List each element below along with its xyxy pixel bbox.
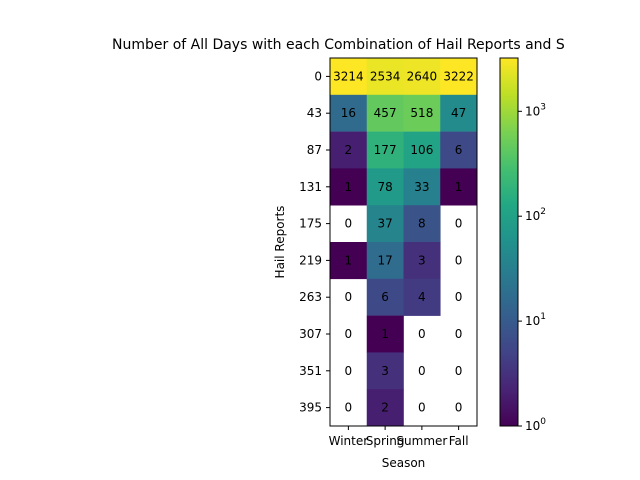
heatmap-cell <box>366 168 404 206</box>
cell-value-label: 2 <box>345 143 353 157</box>
heatmap-cell <box>366 58 404 96</box>
cell-value-label: 3214 <box>333 69 364 83</box>
x-tick-label: Fall <box>449 434 469 448</box>
colorbar-tick-label: 103 <box>525 102 546 118</box>
x-axis-label: Season <box>382 456 426 470</box>
cell-value-label: 0 <box>418 327 426 341</box>
y-tick-label: 0 <box>314 69 322 83</box>
cell-value-label: 3 <box>418 253 426 267</box>
y-tick-label: 87 <box>307 143 322 157</box>
y-axis-ticks: 0 43 87 131 175 219 263 307 351 395 <box>299 69 330 415</box>
heatmap-cell <box>366 278 404 316</box>
cell-value-label: 0 <box>345 364 353 378</box>
cell-value-label: 0 <box>345 327 353 341</box>
cell-value-label: 6 <box>381 290 389 304</box>
y-tick-label: 395 <box>299 401 322 415</box>
heatmap-cell <box>366 389 404 427</box>
cell-value-label: 2640 <box>407 69 438 83</box>
cell-value-label: 3 <box>381 364 389 378</box>
heatmap-cells <box>330 58 478 427</box>
cell-value-label: 177 <box>374 143 397 157</box>
heatmap-cell <box>366 315 404 353</box>
heatmap-cell <box>440 131 478 169</box>
heatmap-cell <box>366 352 404 390</box>
chart-title: Number of All Days with each Combination… <box>112 37 565 53</box>
x-tick-label: Summer <box>396 434 447 448</box>
cell-value-label: 6 <box>455 143 463 157</box>
cell-value-label: 17 <box>377 253 392 267</box>
y-tick-label: 175 <box>299 217 322 231</box>
cell-value-label: 0 <box>455 364 463 378</box>
cell-value-label: 33 <box>414 180 429 194</box>
cell-value-label: 2 <box>381 401 389 415</box>
cell-value-label: 0 <box>455 327 463 341</box>
cell-value-label: 16 <box>341 106 356 120</box>
cell-value-label: 0 <box>345 217 353 231</box>
cell-value-label: 37 <box>377 217 392 231</box>
x-tick-label: Spring <box>366 434 405 448</box>
cell-value-label: 78 <box>377 180 392 194</box>
heatmap-cell <box>440 94 478 132</box>
cell-value-label: 0 <box>455 217 463 231</box>
cell-value-label: 0 <box>455 290 463 304</box>
colorbar-ticks: 100 101 102 103 <box>518 102 546 433</box>
y-tick-label: 351 <box>299 364 322 378</box>
y-tick-label: 43 <box>307 106 322 120</box>
cell-value-label: 0 <box>418 364 426 378</box>
x-tick-label: Winter <box>329 434 369 448</box>
cell-value-label: 4 <box>418 290 426 304</box>
heatmap-cell <box>330 242 368 280</box>
heatmap-cell <box>330 94 368 132</box>
heatmap-cell <box>330 131 368 169</box>
cell-value-label: 3222 <box>443 69 474 83</box>
cell-value-label: 1 <box>381 327 389 341</box>
heatmap-cell <box>330 58 368 96</box>
heatmap-cell <box>366 94 404 132</box>
plot-frame <box>329 57 478 427</box>
cell-value-label: 1 <box>345 253 353 267</box>
cell-value-label: 1 <box>345 180 353 194</box>
heatmap-cell <box>330 168 368 206</box>
cell-value-label: 0 <box>345 401 353 415</box>
cell-value-label: 0 <box>345 290 353 304</box>
heatmap-cell <box>440 168 478 206</box>
y-tick-label: 263 <box>299 290 322 304</box>
heatmap-cell <box>366 131 404 169</box>
cell-value-label: 518 <box>410 106 433 120</box>
colorbar <box>499 57 519 427</box>
heatmap-cell <box>403 278 441 316</box>
cell-value-label: 47 <box>451 106 466 120</box>
y-tick-label: 219 <box>299 253 322 267</box>
y-axis-label: Hail Reports <box>273 206 287 279</box>
heatmap-cell <box>403 205 441 243</box>
heatmap-cell <box>403 242 441 280</box>
heatmap-cell <box>403 168 441 206</box>
cell-value-label: 0 <box>455 401 463 415</box>
cell-value-label: 0 <box>455 253 463 267</box>
cell-value-label: 106 <box>410 143 433 157</box>
y-tick-label: 307 <box>299 327 322 341</box>
colorbar-tick-label: 101 <box>525 312 546 328</box>
heatmap-cell <box>366 205 404 243</box>
cell-value-label: 8 <box>418 217 426 231</box>
cell-value-label: 2534 <box>370 69 401 83</box>
heatmap-cell <box>366 242 404 280</box>
colorbar-tick-label: 100 <box>525 417 546 433</box>
colorbar-tick-label: 102 <box>525 207 546 223</box>
cell-value-label: 457 <box>374 106 397 120</box>
heatmap-cell <box>403 94 441 132</box>
y-tick-label: 131 <box>299 180 322 194</box>
cell-value-label: 1 <box>455 180 463 194</box>
cell-value-label: 0 <box>418 401 426 415</box>
heatmap-cell <box>403 131 441 169</box>
heatmap-cell <box>440 58 478 96</box>
heatmap-cell <box>403 58 441 96</box>
